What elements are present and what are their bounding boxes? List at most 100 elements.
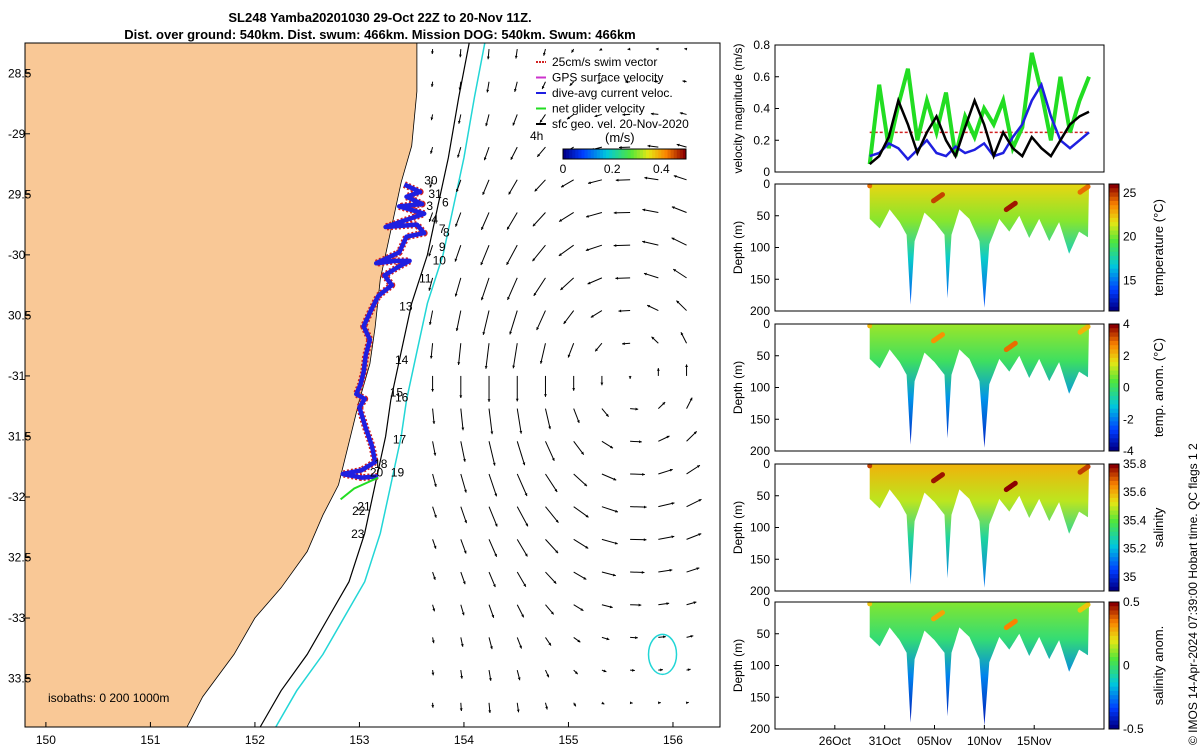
heatmap-colorbar-swatch — [1109, 472, 1119, 478]
heatmap-y-label: 0 — [763, 318, 770, 331]
time-tick-label: 26Oct — [819, 734, 852, 748]
velocity-series-0 — [867, 52, 1091, 165]
current-vector-head — [461, 612, 465, 616]
heatmap-y-label: 100 — [750, 381, 770, 395]
velocity-axis-label: velocity magnitude (m/s) — [731, 43, 745, 173]
heatmap-colorbar-swatch — [1109, 217, 1119, 223]
colorbar-swatch — [593, 149, 598, 159]
velocity-y-label: 0.2 — [753, 133, 770, 147]
current-vector-head — [455, 223, 458, 227]
heatmap-colorbar-swatch — [1109, 251, 1119, 257]
current-vector-head — [462, 581, 466, 585]
heatmap-colorbar-swatch — [1109, 535, 1119, 541]
current-vector-head — [456, 188, 459, 192]
current-vector — [456, 310, 462, 332]
heatmap-colorbar-swatch — [1109, 205, 1119, 210]
heatmap-blob — [1003, 207, 1009, 213]
current-vector-head — [676, 143, 680, 147]
heatmap-colorbar-swatch — [1109, 493, 1119, 499]
current-vector-head — [685, 701, 689, 705]
current-vector-head — [662, 402, 666, 405]
heatmap-colorbar-swatch — [1109, 673, 1119, 679]
y-tick-label: -31 — [8, 369, 26, 383]
heatmap-depth-label: Depth (m) — [731, 221, 745, 274]
current-vector-head — [585, 514, 589, 518]
current-vector-head — [507, 296, 510, 300]
current-vector — [460, 506, 467, 524]
time-tick-label: 05Nov — [917, 734, 952, 748]
current-vector — [532, 212, 546, 227]
current-vector-head — [491, 614, 495, 618]
heatmap-colorbar-swatch — [1109, 552, 1119, 558]
current-vector-head — [431, 672, 435, 676]
day-label: 9 — [439, 240, 446, 254]
colorbar-swatch — [661, 149, 665, 159]
heatmap-y-label: 200 — [750, 304, 770, 318]
heatmap-colorbar-swatch — [1109, 548, 1119, 554]
heatmap-colorbar-label: temperature (°C) — [1151, 199, 1166, 296]
legend-label: 25cm/s swim vector — [552, 55, 657, 69]
day-label: 7 — [439, 222, 446, 236]
current-vector — [482, 179, 490, 196]
current-vector — [545, 506, 559, 523]
current-vector-head — [587, 281, 591, 285]
heatmap-colorbar-swatch — [1109, 442, 1119, 448]
current-vector-head — [519, 430, 523, 434]
heatmap-colorbar-swatch — [1109, 578, 1119, 584]
current-vector-head — [663, 635, 666, 639]
heatmap-colorbar-label: salinity — [1151, 507, 1166, 547]
seamount-contour — [647, 633, 678, 676]
heatmap-colorbar-swatch — [1109, 353, 1119, 359]
salinity-anomaly-chart: 0 50 100 150 200 Depth (m) 0.5 0 -0.5 salinity an… — [731, 596, 1166, 748]
current-vector-head — [560, 287, 564, 290]
current-vector-head — [671, 206, 675, 210]
heatmap-y-label: 150 — [750, 690, 770, 704]
current-vector — [482, 310, 490, 335]
current-vector-head — [539, 360, 543, 364]
heatmap-colorbar-swatch — [1109, 429, 1119, 435]
y-tick-label: 29.5 — [8, 187, 32, 201]
heatmap-colorbar-swatch — [1109, 690, 1119, 696]
current-vector — [506, 244, 518, 266]
heatmap-blob — [1077, 607, 1083, 613]
current-vector-head — [431, 705, 435, 708]
current-vector-head — [545, 706, 548, 710]
day-label: 17 — [393, 433, 407, 447]
y-tick-label: 32.5 — [8, 551, 32, 565]
current-vector — [454, 277, 462, 297]
day-label: 21 — [357, 499, 371, 513]
colorbar-swatch — [587, 149, 592, 159]
current-vector-head — [523, 583, 526, 587]
current-vector-head — [428, 322, 432, 325]
current-vector-head — [603, 669, 607, 673]
current-vector-head — [658, 701, 661, 705]
current-vector-head — [584, 483, 587, 487]
current-vector-head — [432, 421, 436, 424]
current-vector-head — [666, 602, 670, 606]
colorbar-swatch — [679, 149, 684, 159]
heatmap-blob — [931, 478, 937, 484]
heatmap-y-label: 150 — [750, 412, 770, 426]
current-vector-head — [460, 643, 464, 647]
heatmap-blob — [931, 338, 937, 344]
current-vector — [516, 539, 528, 557]
heatmap-colorbar-swatch — [1109, 540, 1119, 545]
heatmap-colorbar-swatch — [1109, 720, 1119, 726]
heatmap-colorbar-swatch — [1109, 485, 1119, 490]
heatmap-colorbar-swatch — [1109, 640, 1119, 645]
current-vector-head — [671, 535, 675, 539]
time-tick-label: 10Nov — [967, 734, 1002, 748]
current-vector-head — [622, 113, 626, 117]
current-vector — [540, 343, 546, 364]
colorbar-swatch — [575, 149, 579, 159]
heatmap-blob — [1003, 625, 1009, 631]
colorbar-swatch — [682, 149, 687, 159]
current-vector-head — [548, 642, 552, 646]
current-vector-head — [481, 226, 484, 230]
colorbar-swatch — [624, 149, 629, 159]
heatmap-blob — [1003, 487, 1009, 493]
current-vector-head — [548, 426, 552, 430]
day-label: 19 — [391, 465, 405, 479]
current-vector-head — [690, 635, 694, 638]
day-label: 13 — [399, 300, 413, 314]
